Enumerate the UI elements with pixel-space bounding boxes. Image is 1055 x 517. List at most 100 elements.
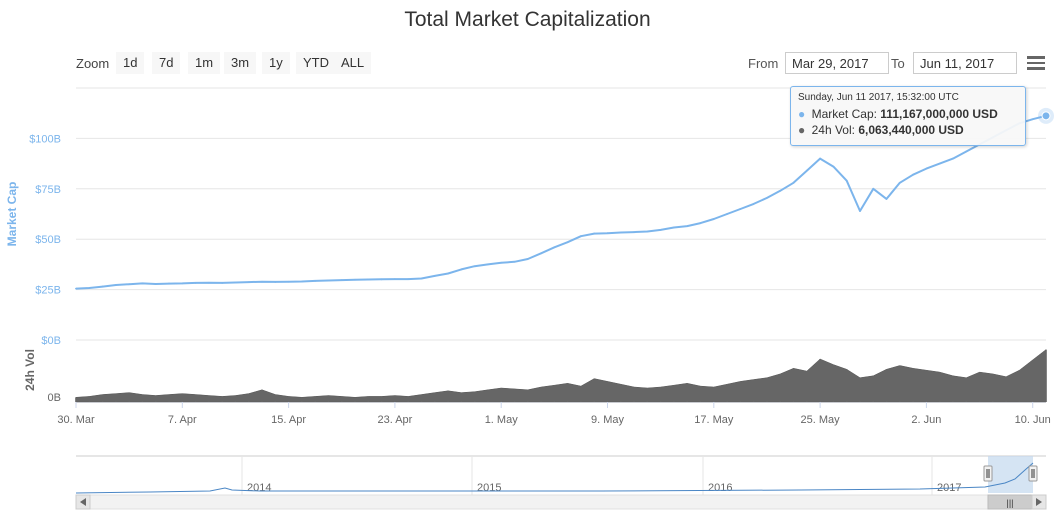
volume-bar xyxy=(380,396,383,402)
market-cap-point xyxy=(1031,118,1034,121)
volume-dot-icon: ● xyxy=(798,123,806,137)
zoom-all-button[interactable]: ALL xyxy=(334,52,372,74)
zoom-label: Zoom xyxy=(76,56,110,71)
volume-bar xyxy=(1018,370,1021,402)
market-cap-point xyxy=(938,162,941,165)
y-tick-label: $0B xyxy=(41,335,61,347)
y-axis-title-market-cap: Market Cap xyxy=(5,182,19,247)
volume-bar xyxy=(713,387,715,402)
market-cap-point xyxy=(673,226,675,229)
volume-bar xyxy=(566,383,569,402)
volume-bar xyxy=(287,396,290,402)
market-cap-point xyxy=(75,287,77,290)
market-cap-point xyxy=(686,225,689,227)
market-cap-point xyxy=(300,280,303,283)
hamburger-icon-bar xyxy=(1027,61,1045,65)
scrollbar-track[interactable] xyxy=(75,494,1047,510)
chart-menu-button[interactable] xyxy=(1027,56,1045,70)
volume-bar xyxy=(460,392,463,402)
zoom-1d-button[interactable]: 1d xyxy=(116,52,145,74)
market-cap-point xyxy=(247,281,250,284)
market-cap-point xyxy=(394,278,396,281)
tooltip-market-cap-row: ● Market Cap: 111,167,000,000 USD xyxy=(798,106,1018,122)
x-tick-label: 30. Mar xyxy=(57,414,95,426)
volume-bar xyxy=(606,381,609,402)
market-cap-point xyxy=(912,173,915,176)
volume-bar xyxy=(752,379,755,402)
volume-bar xyxy=(912,368,914,402)
volume-bar xyxy=(181,393,184,402)
volume-bar xyxy=(75,397,77,402)
market-cap-point xyxy=(487,263,489,266)
x-tick-label: 15. Apr xyxy=(271,414,306,426)
market-cap-point xyxy=(420,277,423,280)
market-cap-point xyxy=(234,281,237,284)
market-cap-point xyxy=(540,252,542,255)
volume-bar xyxy=(513,388,516,402)
market-cap-point xyxy=(433,274,436,277)
navigator-handle[interactable] xyxy=(983,465,993,482)
x-tick-label: 17. May xyxy=(694,414,734,426)
volume-bar xyxy=(899,365,901,402)
volume-bar xyxy=(1045,349,1047,402)
market-cap-point xyxy=(473,265,476,268)
volume-bar xyxy=(234,395,237,402)
volume-bar xyxy=(247,393,250,402)
market-cap-point xyxy=(606,232,609,235)
hover-marker[interactable] xyxy=(1041,111,1051,121)
volume-bar xyxy=(433,392,436,402)
zoom-1m-button[interactable]: 1m xyxy=(188,52,221,74)
volume-bar xyxy=(194,394,197,402)
y-tick-label: $25B xyxy=(35,285,61,297)
market-cap-point xyxy=(712,218,715,220)
market-cap-point xyxy=(593,232,596,235)
market-cap-point xyxy=(88,287,91,289)
volume-bar xyxy=(141,394,144,402)
market-cap-point xyxy=(553,246,556,249)
volume-bar xyxy=(340,396,343,402)
zoom-7d-button[interactable]: 7d xyxy=(152,52,181,74)
volume-bar xyxy=(526,389,529,402)
market-cap-point xyxy=(327,279,330,282)
market-cap-point xyxy=(646,230,649,233)
market-cap-point xyxy=(261,280,263,283)
volume-bar xyxy=(845,369,848,402)
navigator-handle[interactable] xyxy=(1028,465,1038,482)
volume-bar xyxy=(872,375,875,402)
market-cap-point xyxy=(752,203,755,205)
market-cap-line xyxy=(75,114,1047,290)
x-tick-label: 2. Jun xyxy=(911,414,941,426)
market-cap-point xyxy=(354,278,356,281)
volume-bar xyxy=(726,384,728,402)
arrow-left-icon xyxy=(80,498,86,506)
volume-bar xyxy=(553,385,556,402)
tooltip-volume-row: ● 24h Vol: 6,063,440,000 USD xyxy=(798,122,1018,138)
market-cap-point xyxy=(805,169,808,172)
volume-bar xyxy=(354,397,356,402)
market-cap-point xyxy=(367,278,370,281)
volume-bar xyxy=(487,389,489,402)
x-tick-label: 9. May xyxy=(591,414,625,426)
market-cap-point xyxy=(726,213,728,215)
market-cap-point xyxy=(580,235,582,238)
scrollbar-grip: ||| xyxy=(1006,498,1013,508)
y-tick-label: $75B xyxy=(35,184,61,196)
market-cap-point xyxy=(168,282,170,285)
market-cap-point xyxy=(114,284,117,286)
zoom-1y-button[interactable]: 1y xyxy=(262,52,290,74)
to-date-input[interactable] xyxy=(913,52,1017,74)
volume-bar xyxy=(367,396,370,402)
volume-bar xyxy=(619,384,622,402)
navigator-selection[interactable] xyxy=(988,456,1033,493)
volume-bar xyxy=(274,394,277,402)
zoom-ytd-button[interactable]: YTD xyxy=(296,52,336,74)
volume-bar xyxy=(128,392,130,402)
navigator-series xyxy=(75,462,1034,494)
zoom-3m-button[interactable]: 3m xyxy=(224,52,257,74)
market-cap-point xyxy=(633,231,635,234)
x-tick-label: 25. May xyxy=(801,414,841,426)
market-cap-point xyxy=(194,282,197,284)
market-cap-point xyxy=(819,157,822,160)
from-date-input[interactable] xyxy=(785,52,889,74)
